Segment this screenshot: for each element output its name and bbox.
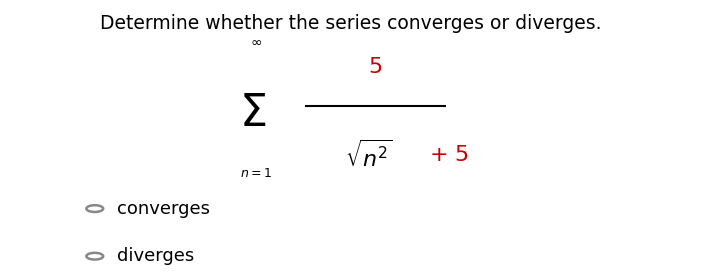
Text: $n = 1$: $n = 1$: [240, 167, 272, 180]
Text: diverges: diverges: [117, 247, 194, 265]
Text: $5$: $5$: [369, 57, 383, 77]
Text: $+\ 5$: $+\ 5$: [429, 145, 470, 165]
Text: $\sqrt{n^2}$: $\sqrt{n^2}$: [345, 139, 392, 171]
Text: Determine whether the series converges or diverges.: Determine whether the series converges o…: [100, 14, 602, 33]
Text: converges: converges: [117, 200, 210, 218]
Text: $\Sigma$: $\Sigma$: [239, 92, 266, 135]
Text: $\infty$: $\infty$: [250, 35, 263, 49]
